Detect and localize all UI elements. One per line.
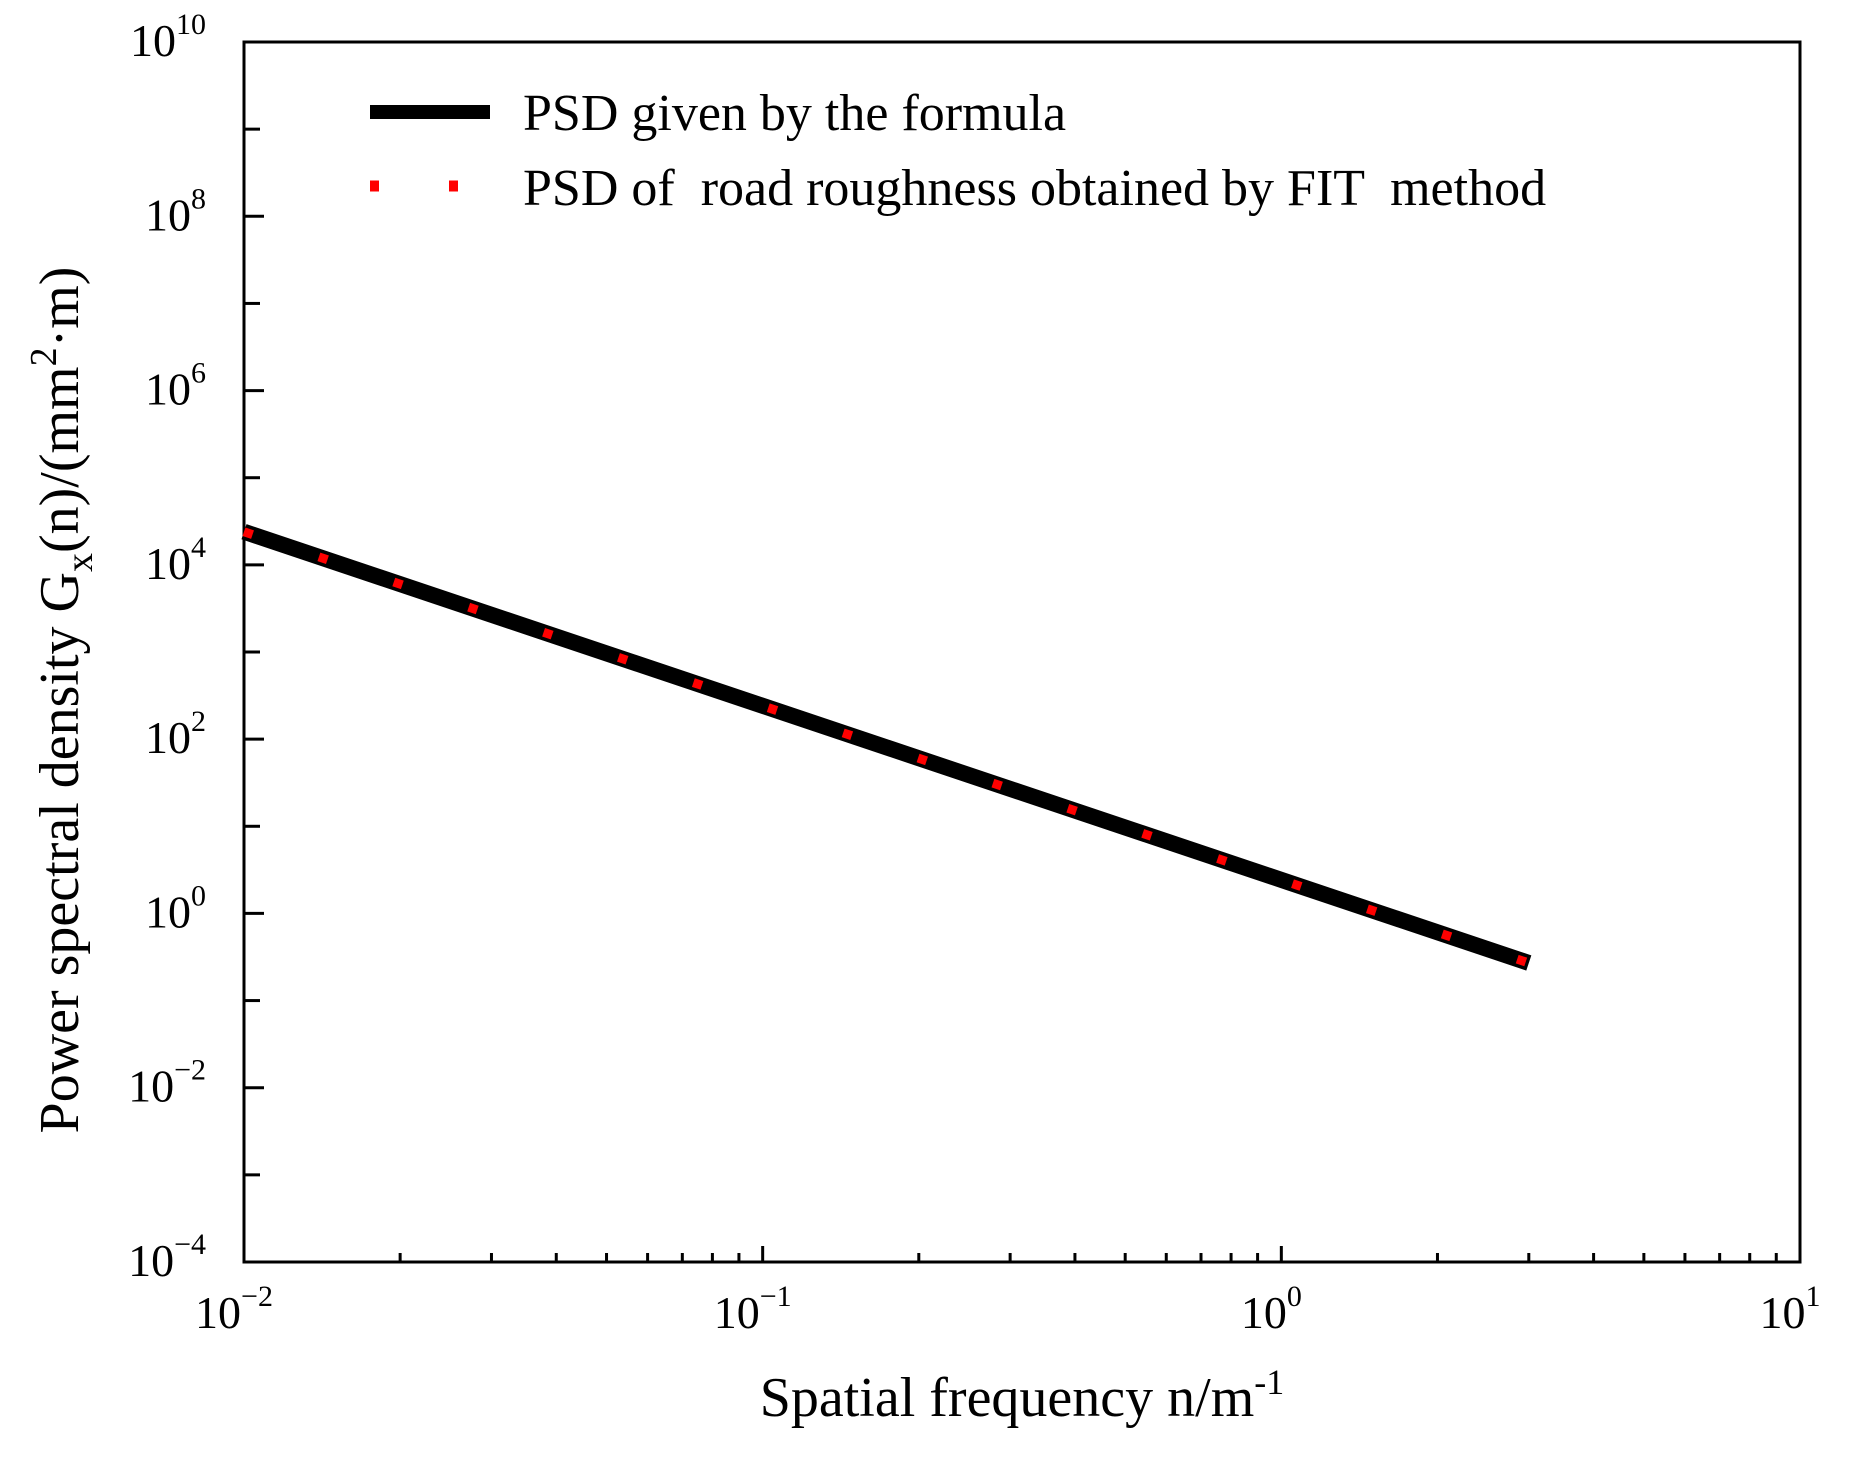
x-axis-title-main: Spatial frequency n/m xyxy=(760,1367,1255,1429)
x-tick-exp: 0 xyxy=(1287,1280,1302,1313)
plot-axes xyxy=(242,40,1802,1264)
x-axis-title-sup: -1 xyxy=(1254,1362,1284,1402)
y-tick-exp: 0 xyxy=(191,879,206,912)
y-tick-exp: 2 xyxy=(191,705,206,738)
y-tick-label: 106 xyxy=(145,357,206,415)
data-series xyxy=(241,524,1532,971)
x-tick-label: 101 xyxy=(1760,1280,1821,1338)
y-axis-title-prefix: Power spectral density G xyxy=(29,572,91,1133)
x-tick-exp: −2 xyxy=(241,1280,273,1313)
y-tick-label: 102 xyxy=(145,705,206,763)
y-tick-label: 104 xyxy=(145,531,206,589)
series-line-formula xyxy=(241,524,1532,971)
y-tick-exp: 6 xyxy=(191,357,206,390)
legend-label-fit: PSD of road roughness obtained by FIT me… xyxy=(523,160,1546,217)
legend-label-formula: PSD given by the formula xyxy=(523,85,1066,142)
y-tick-exp: −4 xyxy=(174,1228,206,1261)
y-tick-base: 10 xyxy=(130,15,176,66)
y-tick-base: 10 xyxy=(145,886,191,937)
y-tick-label: 108 xyxy=(145,182,206,240)
plot-frame xyxy=(242,40,1802,1264)
y-axis-title-middle: (n)/(mm xyxy=(29,366,91,553)
y-tick-label: 10−2 xyxy=(128,1054,206,1112)
y-tick-base: 10 xyxy=(145,712,191,763)
x-tick-label: 10−2 xyxy=(195,1280,273,1338)
y-tick-base: 10 xyxy=(128,1235,174,1286)
y-tick-exp: −2 xyxy=(174,1054,206,1087)
axis-ticks: 10−2 10−1 100 10110−410−2100102104106108101… xyxy=(128,8,1820,1338)
x-tick-base: 10 xyxy=(714,1287,760,1338)
y-axis-title-sub: x xyxy=(59,553,101,572)
y-tick-base: 10 xyxy=(145,364,191,415)
y-axis-title-sup: 2 xyxy=(23,347,65,366)
y-tick-label: 1010 xyxy=(130,8,206,66)
y-tick-exp: 10 xyxy=(176,8,206,41)
x-tick-label: 100 xyxy=(1241,1280,1302,1338)
y-tick-label: 100 xyxy=(145,879,206,937)
y-axis-title: Power spectral density Gx(n)/(mm2·m) xyxy=(23,267,101,1134)
y-tick-base: 10 xyxy=(128,1061,174,1112)
x-axis-title: Spatial frequency n/m-1 xyxy=(760,1362,1285,1429)
y-tick-label: 10−4 xyxy=(128,1228,206,1286)
x-tick-label: 10−1 xyxy=(714,1280,792,1338)
y-axis-title-suffix: ·m) xyxy=(29,267,91,348)
x-tick-base: 10 xyxy=(1760,1287,1806,1338)
y-tick-exp: 8 xyxy=(191,182,206,215)
legend: PSD given by the formula PSD of road rou… xyxy=(370,85,1546,217)
x-tick-base: 10 xyxy=(195,1287,241,1338)
y-tick-exp: 4 xyxy=(191,531,206,564)
y-tick-base: 10 xyxy=(145,538,191,589)
x-tick-exp: 1 xyxy=(1806,1280,1821,1313)
x-tick-exp: −1 xyxy=(760,1280,792,1313)
x-tick-base: 10 xyxy=(1241,1287,1287,1338)
y-tick-base: 10 xyxy=(145,189,191,240)
